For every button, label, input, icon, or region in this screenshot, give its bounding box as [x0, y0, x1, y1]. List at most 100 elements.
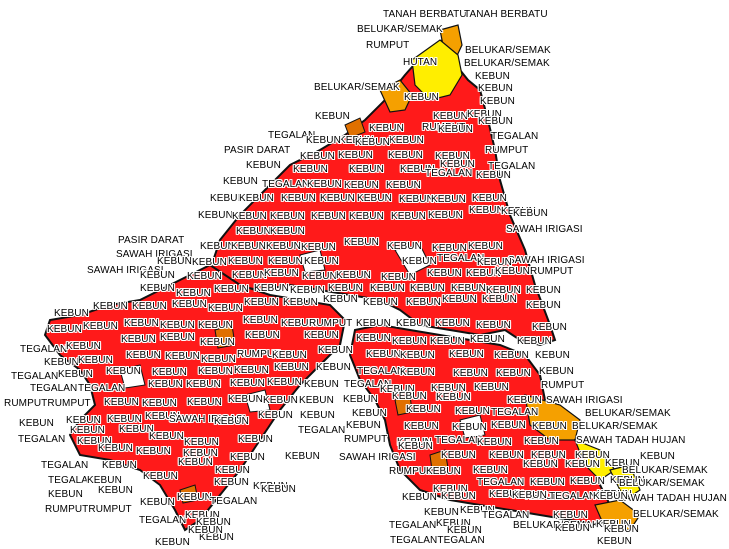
land-use-label-kebun: KEBUN	[228, 394, 263, 405]
land-use-label-kebun: KEBUN	[214, 477, 249, 488]
land-use-label-rumput: RUMPUT	[366, 40, 410, 51]
land-use-label-kebun: KEBUN	[410, 283, 445, 294]
land-use-label-kebun: KEBUN	[232, 211, 267, 222]
land-use-label-kebun: KEBUN	[165, 351, 200, 362]
land-use-label-tegalan: TEGALAN	[139, 515, 187, 526]
land-use-label-kebun: KEBUN	[424, 507, 459, 518]
land-use-label-tegalan: TEGALAN	[210, 496, 258, 507]
land-use-label-kebun: KEBUN	[300, 151, 335, 162]
land-use-label-kebun: KEBUN	[98, 443, 133, 454]
land-use-label-kebun: KEBUN	[442, 294, 477, 305]
land-use-label-kebun: KEBUN	[507, 395, 542, 406]
land-use-label-kebun: KEBUN	[210, 193, 245, 204]
land-use-label-kebun: KEBUN	[155, 537, 190, 548]
land-use-label-kebun: KEBUN	[93, 301, 128, 312]
land-use-label-kebun: KEBUN	[391, 211, 426, 222]
land-use-label-kebun: KEBUN	[532, 322, 567, 333]
land-use-label-kebun: KEBUN	[121, 334, 156, 345]
land-use-label-kebun: KEBUN	[200, 337, 235, 348]
land-use-label-kebun: KEBUN	[597, 536, 632, 547]
land-use-label-kebun: KEBUN	[214, 284, 249, 295]
land-use-label-rumputrumput: RUMPUTRUMPUT	[4, 398, 91, 409]
land-use-label-kebun: KEBUN	[343, 394, 378, 405]
land-use-label-kebun: KEBUN	[261, 484, 296, 495]
land-use-label-kebun: KEBUN	[198, 366, 233, 377]
land-use-label-kebun: KEBUN	[466, 268, 501, 279]
land-use-label-kebun: KEBUN	[535, 350, 570, 361]
land-use-label-kebun: KEBUN	[474, 382, 509, 393]
rumput-area-5	[179, 484, 199, 504]
land-use-label-kebun: KEBUN	[160, 332, 195, 343]
land-use-label-kebun: KEBUN	[476, 170, 511, 181]
land-use-label-kebun: KEBUN	[254, 283, 289, 294]
land-use-label-kebun: KEBUN	[489, 450, 524, 461]
land-use-label-kebun: KEBUN	[428, 210, 463, 221]
land-use-label-kebun: KEBUN	[302, 271, 337, 282]
land-use-label-tegalan: TEGALAN	[488, 161, 536, 172]
land-use-label-sawah-irigasi: SAWAH IRIGASI	[508, 255, 585, 266]
land-use-label-kebun: KEBUN	[400, 164, 435, 175]
land-use-label-kebun: KEBUN	[245, 330, 280, 341]
land-use-label-kebun: KEBUN	[185, 510, 220, 521]
land-use-label-kebun: KEBUN	[176, 288, 211, 299]
land-use-label-kebun: KEBUN	[338, 150, 373, 161]
land-use-label-kebun: KEBUN	[177, 492, 212, 503]
belukar-area-northwest	[379, 79, 413, 113]
land-use-label-kebun: KEBUN	[392, 336, 427, 347]
land-use-label-rumput: RUMPUT	[485, 145, 529, 156]
land-use-label-kebun: KEBUN	[640, 451, 675, 462]
land-use-label-kebun: KEBUN	[304, 379, 339, 390]
land-use-label-kebun: KEBUN	[431, 194, 466, 205]
land-use-label-tegalan: TEGALAN	[491, 407, 539, 418]
land-use-label-kebun: KEBUN	[290, 285, 325, 296]
land-use-label-kebun: KEBUN	[605, 458, 640, 469]
land-use-label-kebun: KEBUN	[453, 368, 488, 379]
land-use-label-tegalan: TEGALAN	[344, 379, 392, 390]
land-use-label-kebun: KEBUN	[136, 446, 171, 457]
land-use-label-kebun: KEBUN	[66, 341, 101, 352]
land-use-label-kebun: KEBUN	[469, 205, 504, 216]
land-use-label-kebun: KEBUN	[436, 518, 471, 529]
land-use-label-kebun: KEBUN	[198, 320, 233, 331]
land-use-label-kebun: KEBUN	[104, 397, 139, 408]
land-use-label-kebun: KEBUN	[140, 497, 175, 508]
land-use-label-rumput: RUMPUT	[530, 266, 574, 277]
land-use-label-kebun: KEBUN	[491, 420, 526, 431]
land-use-label-kebun: KEBUN	[363, 297, 398, 308]
land-use-label-kebun: KEBUN	[196, 517, 231, 528]
land-use-label-kebun: KEBUN	[304, 330, 339, 341]
land-use-label-kebun: KEBUN	[555, 523, 590, 534]
land-use-label-kebun: KEBUN	[307, 179, 342, 190]
land-use-label-rumput: RUMPUT	[344, 434, 388, 445]
land-use-label-kebun: KEBUN	[285, 451, 320, 462]
land-use-label-kebun: KEBUN	[300, 410, 335, 421]
land-use-label-kebun: KEBUN	[480, 96, 515, 107]
land-use-label-kebun: KEBUN	[258, 410, 293, 421]
land-use-label-rumput: RUMPUT	[389, 466, 433, 477]
land-use-label-tegalan: TEGALAN	[262, 179, 310, 190]
land-use-label-kebun: KEBUN	[426, 466, 461, 477]
land-use-label-kebun: KEBUN	[449, 349, 484, 360]
land-use-label-kebun: KEBUN	[246, 160, 281, 171]
land-use-label-kebun: KEBUN	[575, 450, 610, 461]
land-use-label-kebun: KEBUN	[192, 257, 227, 268]
land-use-label-kebun: KEBUN	[270, 211, 305, 222]
land-use-label-kebun: KEBUN	[402, 256, 437, 267]
land-use-label-kebun: KEBUN	[486, 285, 521, 296]
land-use-label-kebun: KEBUN	[87, 475, 122, 486]
land-use-label-kebun: KEBUN	[400, 350, 435, 361]
gap-area-5	[119, 364, 146, 389]
hutan-area-east	[573, 438, 616, 481]
land-use-label-rumputrumput: RUMPUTRUMPUT	[45, 504, 132, 515]
land-use-label-pasir-darat: PASIR DARAT	[118, 235, 185, 246]
land-use-label-kebun: KEBUN	[77, 436, 112, 447]
land-use-label-kebun: KEBUN	[610, 475, 645, 486]
gap-area-3	[244, 389, 271, 413]
land-use-label-tegalan: TEGALAN	[435, 435, 483, 446]
land-use-label-kebun: KEBUN	[239, 193, 274, 204]
land-use-label-kebun: KEBUN	[339, 135, 374, 146]
land-use-label-kebun: KEBUN	[148, 379, 183, 390]
land-use-label-kebun: KEBUN	[236, 226, 271, 237]
land-use-label-kebun: KEBUN	[467, 109, 502, 120]
land-use-label-belukar-semak: BELUKAR/SEMAK	[513, 520, 599, 531]
